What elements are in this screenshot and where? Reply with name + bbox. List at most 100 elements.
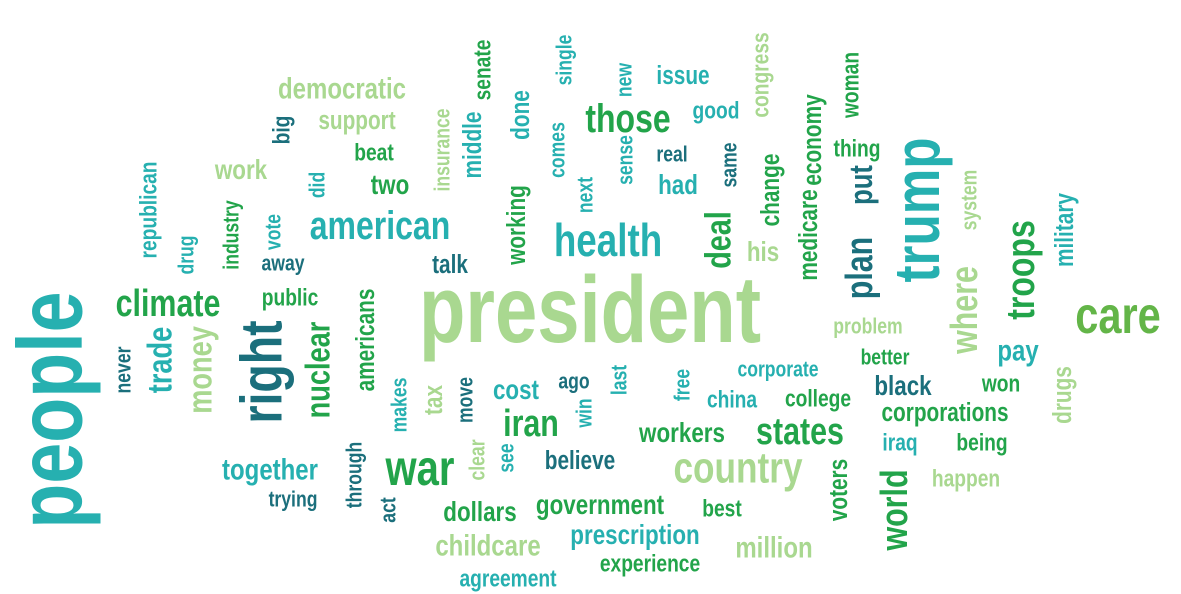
word: states: [756, 411, 844, 453]
word: next: [574, 177, 598, 213]
word: his: [747, 237, 779, 268]
word: through: [343, 442, 367, 508]
word: believe: [545, 446, 616, 475]
word: did: [306, 172, 330, 198]
word: trying: [269, 488, 318, 512]
word: support: [318, 106, 396, 135]
word: beat: [354, 138, 393, 166]
word: clear: [466, 439, 490, 480]
word: people: [0, 291, 101, 528]
word: industry: [220, 200, 244, 269]
word: sense: [614, 135, 638, 185]
word: congress: [746, 32, 774, 117]
word: tax: [419, 385, 448, 415]
word: two: [371, 170, 410, 201]
word: pay: [997, 333, 1038, 367]
word: war: [385, 440, 455, 496]
word: see: [495, 443, 519, 472]
word: college: [785, 384, 851, 412]
word: iraq: [882, 428, 917, 456]
word: nuclear: [299, 322, 338, 419]
word: vote: [262, 214, 286, 250]
word: won: [981, 369, 1020, 397]
word: move: [454, 377, 478, 423]
word: drugs: [1048, 366, 1077, 424]
word: problem: [833, 315, 902, 339]
word: working: [502, 185, 531, 266]
word: trade: [141, 327, 180, 393]
word: china: [707, 385, 758, 413]
word: iran: [503, 403, 559, 445]
word: cost: [493, 375, 540, 406]
word: drug: [175, 235, 199, 274]
word: big: [267, 116, 295, 145]
word: issue: [656, 61, 709, 90]
word: good: [693, 96, 740, 124]
word: where: [944, 266, 986, 355]
word: plan: [839, 237, 881, 299]
word: senate: [468, 40, 496, 101]
word: corporations: [881, 398, 1008, 427]
word: military: [1050, 193, 1079, 267]
word: care: [1075, 286, 1161, 345]
word: insurance: [431, 108, 455, 191]
word: those: [585, 95, 670, 140]
word: woman: [836, 52, 864, 119]
word: voters: [824, 459, 853, 521]
word: deal: [698, 211, 739, 269]
word: childcare: [435, 528, 540, 562]
word: money: [181, 326, 220, 414]
word: best: [702, 494, 741, 522]
word: comes: [546, 122, 570, 178]
word: climate: [116, 283, 221, 325]
word: never: [112, 346, 136, 393]
word: troops: [997, 220, 1042, 320]
word: being: [956, 428, 1007, 456]
word: same: [718, 143, 742, 188]
word: medicare: [794, 189, 823, 280]
word: american: [310, 202, 451, 247]
word: experience: [600, 549, 700, 577]
word: corporate: [737, 358, 818, 382]
word: free: [671, 369, 695, 401]
word: world: [874, 469, 916, 551]
word: done: [506, 90, 535, 140]
word: talk: [432, 250, 469, 279]
word: thing: [834, 134, 881, 162]
word: real: [656, 143, 687, 167]
word: workers: [638, 418, 725, 449]
word: trump: [883, 137, 954, 282]
word: put: [844, 165, 879, 205]
word: makes: [388, 378, 412, 433]
word: had: [658, 170, 698, 201]
word: single: [553, 35, 577, 86]
word: dollars: [443, 497, 516, 528]
word: change: [756, 154, 785, 227]
word: system: [958, 170, 982, 231]
word: work: [214, 155, 268, 186]
word: middle: [458, 111, 487, 178]
word: new: [613, 62, 637, 97]
word: health: [554, 214, 662, 266]
word: better: [861, 346, 910, 370]
word: republican: [134, 161, 162, 258]
word: act: [377, 497, 401, 523]
word: away: [261, 252, 304, 276]
word: democratic: [278, 71, 406, 105]
word: last: [608, 365, 632, 396]
word: prescription: [570, 520, 699, 551]
word: government: [536, 490, 665, 521]
word: ago: [558, 370, 589, 394]
word: million: [735, 530, 812, 564]
word: country: [673, 444, 802, 493]
word: agreement: [459, 564, 556, 592]
word: win: [573, 398, 597, 428]
word: black: [874, 371, 932, 402]
word: president: [419, 257, 761, 363]
word: economy: [798, 94, 827, 185]
word: together: [222, 452, 318, 486]
word: public: [262, 283, 318, 311]
word: right: [229, 320, 294, 423]
word: americans: [351, 289, 380, 392]
